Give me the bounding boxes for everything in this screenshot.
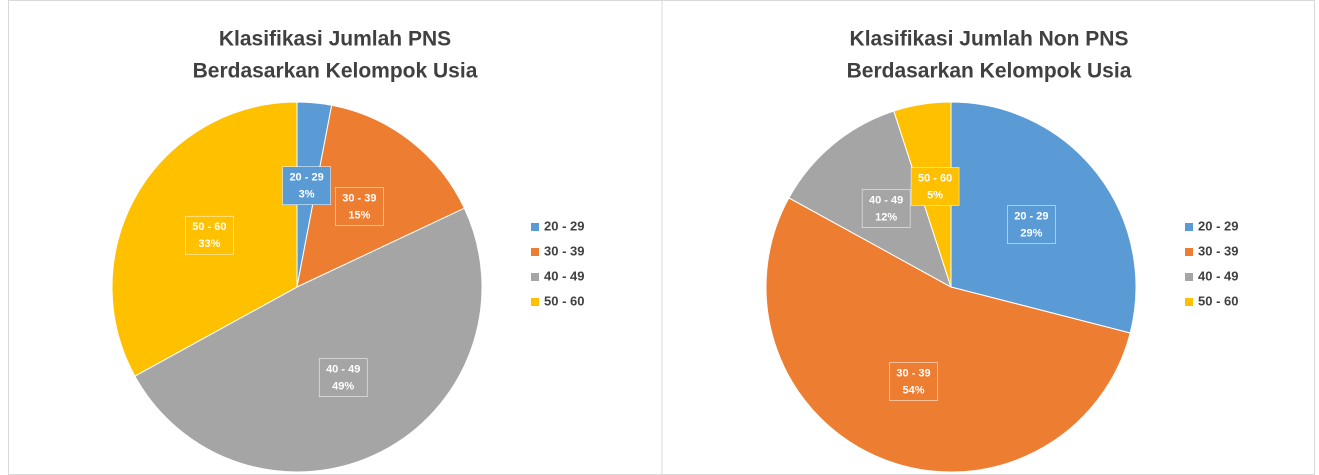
data-label-value: 33% xyxy=(198,238,220,250)
legend-label: 20 - 29 xyxy=(544,218,584,233)
data-label-category: 30 - 39 xyxy=(342,193,376,205)
chart-subtitle: Berdasarkan Kelompok Usia xyxy=(847,60,1132,83)
data-label-box xyxy=(861,189,911,228)
legend-swatch xyxy=(1185,298,1193,306)
chart-subtitle: Berdasarkan Kelompok Usia xyxy=(193,60,478,83)
legend-label: 30 - 39 xyxy=(544,243,584,258)
data-label-category: 50 - 60 xyxy=(192,221,226,233)
legend-swatch xyxy=(531,273,539,281)
legend-swatch xyxy=(1185,273,1193,281)
legend-swatch xyxy=(531,248,539,256)
data-label-value: 54% xyxy=(903,385,925,397)
data-label-value: 29% xyxy=(1020,228,1042,240)
data-label-box xyxy=(185,215,234,255)
pie-slice xyxy=(134,207,483,473)
data-label-category: 40 - 49 xyxy=(326,364,360,376)
chart-title: Klasifikasi Jumlah PNS xyxy=(219,28,451,51)
legend-swatch xyxy=(531,298,539,306)
legend-swatch xyxy=(1185,223,1193,231)
data-label-value: 3% xyxy=(299,189,315,201)
chart-title: Klasifikasi Jumlah Non PNS xyxy=(850,28,1129,51)
data-label-box xyxy=(335,187,384,226)
data-label-value: 15% xyxy=(348,210,370,222)
data-label-box xyxy=(889,362,938,401)
legend-label: 50 - 60 xyxy=(544,293,584,308)
data-label-category: 50 - 60 xyxy=(918,172,952,184)
legend-label: 40 - 49 xyxy=(544,268,584,283)
legend-swatch xyxy=(1185,248,1193,256)
data-label-value: 5% xyxy=(927,189,943,201)
data-label-box xyxy=(1007,205,1056,244)
data-label-value: 12% xyxy=(875,212,897,224)
data-label-category: 20 - 29 xyxy=(1014,211,1048,223)
legend-label: 50 - 60 xyxy=(1198,293,1238,308)
data-label-box xyxy=(910,167,960,206)
data-label-category: 20 - 29 xyxy=(289,172,323,184)
legend-label: 20 - 29 xyxy=(1198,218,1238,233)
data-label-box xyxy=(282,166,331,205)
pie-slice xyxy=(765,197,1131,473)
legend-label: 30 - 39 xyxy=(1198,243,1238,258)
legend-label: 40 - 49 xyxy=(1198,268,1238,283)
data-label-value: 49% xyxy=(332,381,354,393)
data-label-category: 40 - 49 xyxy=(869,195,903,207)
data-label-category: 30 - 39 xyxy=(896,368,930,380)
data-label-box xyxy=(318,358,368,397)
legend-swatch xyxy=(531,223,539,231)
